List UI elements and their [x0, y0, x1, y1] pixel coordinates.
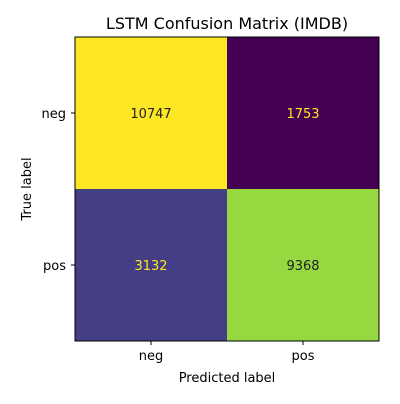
cell-value-labels: 10747 1753 3132 9368	[130, 107, 319, 274]
x-axis-label: Predicted label	[179, 371, 276, 386]
cell-value-label: 3132	[134, 259, 167, 274]
plot-frame	[74, 36, 380, 342]
heatmap-cell-neg-neg	[75, 37, 227, 189]
x-axis-ticks: neg pos	[139, 341, 315, 364]
x-tick-label: pos	[292, 349, 315, 364]
heatmap-cells	[75, 37, 379, 341]
y-tick-label: pos	[43, 259, 66, 274]
x-tick-label: neg	[139, 349, 164, 364]
heatmap-cell-neg-pos	[227, 37, 379, 189]
y-axis-ticks: neg pos	[42, 107, 75, 274]
heatmap-cell-pos-pos	[227, 189, 379, 341]
chart-title: LSTM Confusion Matrix (IMDB)	[106, 14, 348, 33]
heatmap-cell-pos-neg	[75, 189, 227, 341]
cell-value-label: 9368	[286, 259, 319, 274]
cell-value-label: 1753	[286, 107, 319, 122]
cell-value-label: 10747	[130, 107, 171, 122]
y-tick-label: neg	[42, 107, 67, 122]
y-axis-label: True label	[20, 157, 35, 221]
